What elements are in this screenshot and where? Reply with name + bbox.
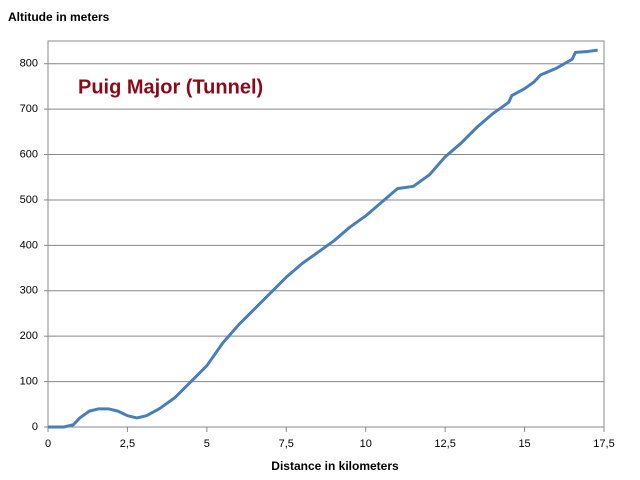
y-tick-label: 700 — [20, 103, 38, 115]
y-tick-label: 100 — [20, 375, 38, 387]
x-tick-label: 17,5 — [593, 438, 614, 450]
y-tick-label: 400 — [20, 239, 38, 251]
x-tick-label: 10 — [360, 438, 372, 450]
y-tick-label: 200 — [20, 330, 38, 342]
x-tick-label: 0 — [45, 438, 51, 450]
y-tick-label: 300 — [20, 285, 38, 297]
x-tick-label: 12,5 — [434, 438, 455, 450]
chart-title: Puig Major (Tunnel) — [78, 76, 263, 98]
y-axis-title: Altitude in meters — [8, 10, 110, 24]
y-tick-label: 0 — [32, 421, 38, 433]
x-tick-label: 2,5 — [120, 438, 135, 450]
y-tick-label: 500 — [20, 194, 38, 206]
y-tick-label: 600 — [20, 148, 38, 160]
x-tick-label: 15 — [518, 438, 530, 450]
line-series — [48, 48, 598, 429]
x-axis-title: Distance in kilometers — [271, 459, 399, 473]
y-tick-label: 800 — [20, 58, 38, 70]
x-tick-label: 7,5 — [279, 438, 294, 450]
x-tick-label: 5 — [204, 438, 210, 450]
plot-area — [47, 40, 605, 428]
